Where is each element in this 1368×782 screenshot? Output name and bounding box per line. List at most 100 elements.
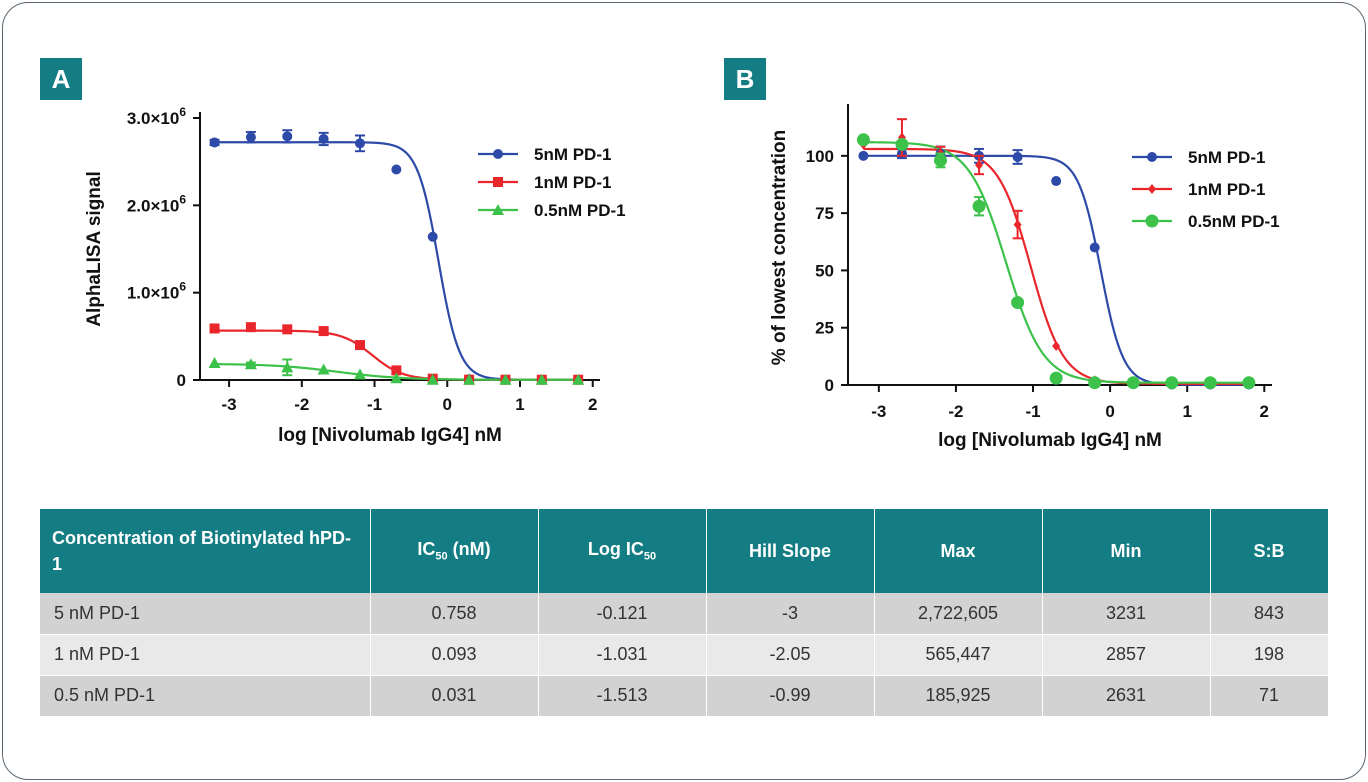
chart-a-data-point: [572, 373, 585, 385]
chart-a-data-point: [245, 322, 256, 333]
chart-b-legend-label: 1nM PD-1: [1188, 180, 1265, 199]
header-log-ic50: Log IC50: [538, 509, 707, 593]
chart-b-y-tick-label: 75: [815, 204, 834, 223]
cell-concentration: 5 nM PD-1: [40, 593, 371, 635]
chart-b-data-point: [972, 199, 986, 213]
chart-a-x-tick-label: 1: [515, 395, 524, 414]
chart-b-legend-marker: [1145, 214, 1159, 228]
chart-a-fit-curve: [214, 141, 579, 381]
chart-b-legend-label: 5nM PD-1: [1188, 148, 1265, 167]
cell-log-ic50: -0.121: [538, 593, 707, 635]
chart-a-legend-label: 1nM PD-1: [534, 173, 611, 192]
chart-a-data-point: [391, 365, 402, 376]
chart-a-x-tick-label: -2: [294, 395, 309, 414]
chart-a-legend-label: 5nM PD-1: [534, 145, 611, 164]
chart-b-data-point: [934, 153, 948, 167]
chart-a-data-point: [391, 164, 402, 175]
chart-a-data-point: [318, 326, 329, 337]
cell-log-ic50: -1.031: [538, 634, 707, 676]
chart-b-data-point: [1051, 176, 1062, 187]
chart-b-fit-curve: [863, 141, 1249, 384]
chart-a-data-point: [354, 368, 366, 380]
chart-b-y-tick-label: 25: [815, 319, 834, 338]
chart-b-legend-marker: [1148, 184, 1156, 194]
chart-a-y-tick-label: 3.0×106: [127, 105, 186, 128]
cell-min: 2631: [1042, 675, 1211, 717]
chart-b-data-point: [1052, 341, 1061, 352]
chart-a-data-point: [245, 132, 256, 143]
chart-a-legend-marker: [492, 204, 504, 215]
chart-b-data-point: [1165, 376, 1179, 390]
table-row: 5 nM PD-1 0.758 -0.121 -3 2,722,605 3231…: [40, 593, 1329, 635]
results-table: Concentration of Biotinylated hPD-1 IC50…: [40, 509, 1329, 717]
cell-hill-slope: -2.05: [706, 634, 875, 676]
chart-a-data-point: [281, 361, 294, 373]
chart-b-y-tick-label: 0: [825, 376, 834, 395]
chart-b-y-tick-label: 100: [806, 147, 834, 166]
chart-a-x-tick-label: 0: [443, 395, 452, 414]
chart-a-legend-label: 0.5nM PD-1: [534, 201, 626, 220]
cell-concentration: 1 nM PD-1: [40, 634, 371, 676]
chart-b-data-point: [856, 133, 870, 147]
chart-b-data-point: [1203, 376, 1217, 390]
chart-a-data-point: [317, 363, 330, 375]
header-concentration: Concentration of Biotinylated hPD-1: [40, 509, 371, 593]
chart-b-data-point: [1088, 376, 1102, 390]
table-header-row: Concentration of Biotinylated hPD-1 IC50…: [40, 509, 1329, 593]
chart-a-legend-marker: [493, 149, 503, 159]
chart-a-data-point: [426, 373, 439, 385]
cell-ic50: 0.031: [370, 675, 539, 717]
chart-a-data-point: [427, 231, 438, 242]
chart-b-legend-marker: [1147, 152, 1157, 162]
header-min: Min: [1042, 509, 1211, 593]
chart-a-y-axis-label: AlphaLISA signal: [84, 171, 105, 327]
header-hill-slope: Hill Slope: [706, 509, 875, 593]
chart-b-data-point: [858, 150, 869, 161]
chart-b-data-point: [975, 160, 984, 170]
chart-b-data-point: [895, 137, 909, 151]
chart-b-x-tick-label: 2: [1260, 402, 1269, 421]
chart-a-data-point: [282, 324, 293, 335]
chart-b-y-axis-label: % of lowest concentration: [769, 130, 790, 365]
chart-a-data-point: [355, 138, 365, 149]
cell-log-ic50: -1.513: [538, 675, 707, 717]
chart-b-data-point: [1012, 151, 1023, 162]
chart-a-data-point: [244, 358, 257, 370]
chart-a-data-point: [282, 131, 293, 142]
chart-a-x-tick-label: -3: [222, 395, 237, 414]
chart-a-data-point: [463, 373, 476, 385]
cell-sb: 198: [1210, 634, 1329, 676]
table-row: 0.5 nM PD-1 0.031 -1.513 -0.99 185,925 2…: [40, 675, 1329, 717]
chart-b-x-tick-label: -2: [948, 402, 963, 421]
table-row: 1 nM PD-1 0.093 -1.031 -2.05 565,447 285…: [40, 634, 1329, 676]
chart-b-x-tick-label: -1: [1025, 402, 1040, 421]
chart-a-data-point: [208, 356, 221, 368]
header-ic50: IC50 (nM): [370, 509, 539, 593]
chart-a-x-axis-label: log [Nivolumab IgG4] nM: [278, 425, 502, 446]
chart-a-data-point: [318, 133, 329, 144]
chart-b-x-tick-label: 1: [1182, 402, 1191, 421]
chart-a-y-tick-label: 2.0×106: [127, 192, 186, 215]
cell-concentration: 0.5 nM PD-1: [40, 675, 371, 717]
cell-min: 3231: [1042, 593, 1211, 635]
chart-a-y-tick-label: 1.0×106: [127, 280, 186, 303]
chart-a-x-tick-label: -1: [367, 395, 382, 414]
chart-a-y-tick-label: 0: [177, 371, 186, 390]
cell-hill-slope: -0.99: [706, 675, 875, 717]
chart-b-x-tick-label: -3: [871, 402, 886, 421]
chart-b-data-point: [1089, 242, 1100, 253]
header-max: Max: [874, 509, 1043, 593]
chart-b-y-tick-label: 50: [815, 261, 834, 280]
cell-hill-slope: -3: [706, 593, 875, 635]
cell-sb: 71: [1210, 675, 1329, 717]
chart-a-data-point: [355, 340, 365, 351]
cell-min: 2857: [1042, 634, 1211, 676]
cell-ic50: 0.758: [370, 593, 539, 635]
cell-max: 185,925: [874, 675, 1043, 717]
chart-a-data-point: [209, 323, 220, 334]
panel-a-label: A: [40, 58, 82, 100]
cell-sb: 843: [1210, 593, 1329, 635]
cell-max: 565,447: [874, 634, 1043, 676]
chart-b-x-tick-label: 0: [1105, 402, 1114, 421]
